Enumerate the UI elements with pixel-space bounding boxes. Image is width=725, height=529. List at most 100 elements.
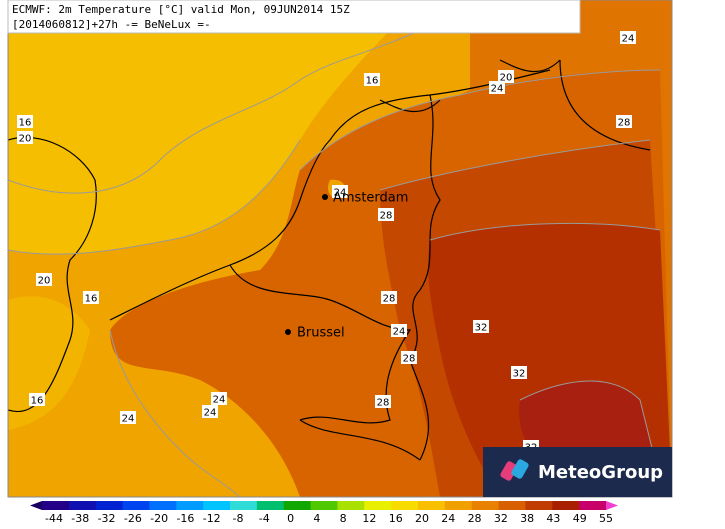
legend-swatch — [444, 501, 473, 510]
legend-swatch — [498, 501, 526, 510]
legend-swatch — [42, 501, 70, 510]
contour-label-box — [473, 320, 489, 333]
legend-tick-label: 55 — [599, 512, 613, 525]
contour-label-box — [364, 73, 380, 86]
logo: MeteoGroup — [483, 447, 672, 497]
contour-label: 28 — [377, 398, 390, 409]
legend-tick-label: -4 — [259, 512, 270, 525]
contour-label-box — [511, 366, 527, 379]
legend-swatch — [203, 501, 231, 510]
city-marker — [285, 329, 291, 335]
contour-label: 16 — [31, 396, 44, 407]
contour-label-box — [332, 185, 348, 198]
contour-label: 28 — [383, 294, 396, 305]
legend-tick-label: 28 — [468, 512, 482, 525]
contour-label-box — [401, 351, 417, 364]
legend-tick-label: -38 — [71, 512, 89, 525]
legend-tick-label: 12 — [362, 512, 376, 525]
contour-label: 24 — [334, 188, 347, 199]
legend-swatch — [418, 501, 446, 510]
legend-swatch — [364, 501, 392, 510]
contour-label: 24 — [393, 327, 406, 338]
contour-label-box — [120, 411, 136, 424]
legend-tick-label: 32 — [494, 512, 508, 525]
contour-label-box — [83, 291, 99, 304]
contour-label-box — [616, 115, 632, 128]
legend-tick-label: 38 — [520, 512, 534, 525]
header-line: ECMWF: 2m Temperature [°C] valid Mon, 09… — [12, 3, 350, 16]
contour-label-box — [498, 70, 514, 83]
header-line: [2014060812]+27h -= BeNeLux =- — [12, 18, 211, 31]
contour-label-box — [36, 273, 52, 286]
legend-swatch — [283, 501, 312, 510]
legend-swatch — [176, 501, 204, 510]
contour-label: 28 — [403, 354, 416, 365]
contour-label: 28 — [618, 118, 631, 129]
legend-tick-label: 20 — [415, 512, 429, 525]
contour-label: 24 — [204, 408, 217, 419]
legend-swatch — [391, 501, 419, 510]
legend-tick-label: -20 — [150, 512, 168, 525]
contour-label: 20 — [38, 276, 51, 287]
contour-label-box — [620, 31, 636, 44]
contour-label: 28 — [380, 211, 393, 222]
contour-label-box — [17, 115, 33, 128]
legend-tick-label: 0 — [287, 512, 294, 525]
color-legend: -44 -38 -32 -26 -20 -16 -12 -8 -4 0 4 8 12 16 20 24 28 32… — [30, 501, 618, 525]
contour-label-box — [489, 81, 505, 94]
contour-label-box — [381, 291, 397, 304]
city-marker — [322, 194, 328, 200]
contour-label: 20 — [19, 134, 32, 145]
legend-swatch — [122, 501, 150, 510]
contour-label: 32 — [513, 369, 526, 380]
legend-tick-label: 8 — [340, 512, 347, 525]
legend-swatch — [149, 501, 177, 510]
contour-label: 24 — [122, 414, 135, 425]
legend-swatch — [337, 501, 365, 510]
city-label: Brussel — [297, 326, 345, 341]
legend-swatch — [95, 501, 124, 510]
legend-tick-label: -44 — [45, 512, 63, 525]
contour-label-box — [375, 395, 391, 408]
header-box — [7, 0, 581, 34]
legend-tick-label: -32 — [98, 512, 116, 525]
contour-label-box — [29, 393, 45, 406]
legend-tick-label: -26 — [124, 512, 142, 525]
contour-label: 20 — [500, 73, 513, 84]
legend-swatch — [68, 501, 97, 510]
map-frame — [7, 0, 673, 498]
contour-label: 16 — [19, 118, 32, 129]
city-label: Amsterdam — [333, 191, 408, 206]
legend-tick-label: 49 — [573, 512, 587, 525]
legend-swatch — [552, 501, 580, 510]
legend-tick-label: 4 — [313, 512, 320, 525]
legend-tick-label: 43 — [546, 512, 560, 525]
legend-swatch — [525, 501, 553, 510]
legend-tick-label: 24 — [441, 512, 455, 525]
contour-label: 16 — [366, 76, 379, 87]
contour-label: 24 — [622, 34, 635, 45]
legend-tick-label: 16 — [389, 512, 403, 525]
contour-label-box — [391, 324, 407, 337]
contour-label: 16 — [85, 294, 98, 305]
contour-label-box — [378, 208, 394, 221]
legend-tick-label: -16 — [176, 512, 194, 525]
contour-label: 24 — [213, 395, 226, 406]
legend-tick-label: -12 — [203, 512, 221, 525]
legend-swatch — [310, 501, 338, 510]
temperature-field — [8, 0, 672, 497]
contour-label-box — [211, 392, 227, 405]
contour-label-box — [202, 405, 218, 418]
legend-swatch — [471, 501, 500, 510]
legend-swatch — [579, 501, 607, 510]
legend-swatch — [30, 501, 42, 510]
legend-swatch — [606, 501, 618, 510]
legend-swatch — [230, 501, 258, 510]
legend-swatch — [256, 501, 285, 510]
contour-label-box — [17, 131, 33, 144]
contour-label: 24 — [491, 84, 504, 95]
logo-text: MeteoGroup — [538, 462, 663, 483]
